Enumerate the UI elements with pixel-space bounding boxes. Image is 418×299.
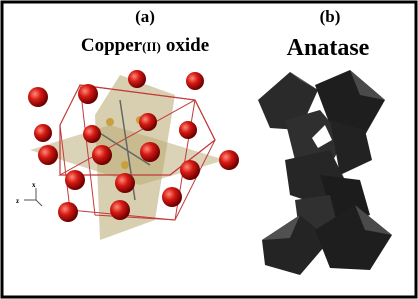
figure-canvas: (a) Copper(II)oxide x z (b) Anatas [0,0,418,299]
axis-label: z [16,197,19,205]
title-rest: oxide [166,35,209,56]
figure: (a) Copper(II)oxide x z (b) Anatas [0,0,418,299]
panel-title: Copper(II) oxide [81,35,209,56]
panel-label: (b) [320,7,341,26]
title-main: Copper [81,35,143,56]
axis-label: x [32,181,36,189]
title-sub: (II) [142,39,161,54]
panel-title: Anatase [287,35,370,61]
panel-label: (a) [135,7,155,26]
